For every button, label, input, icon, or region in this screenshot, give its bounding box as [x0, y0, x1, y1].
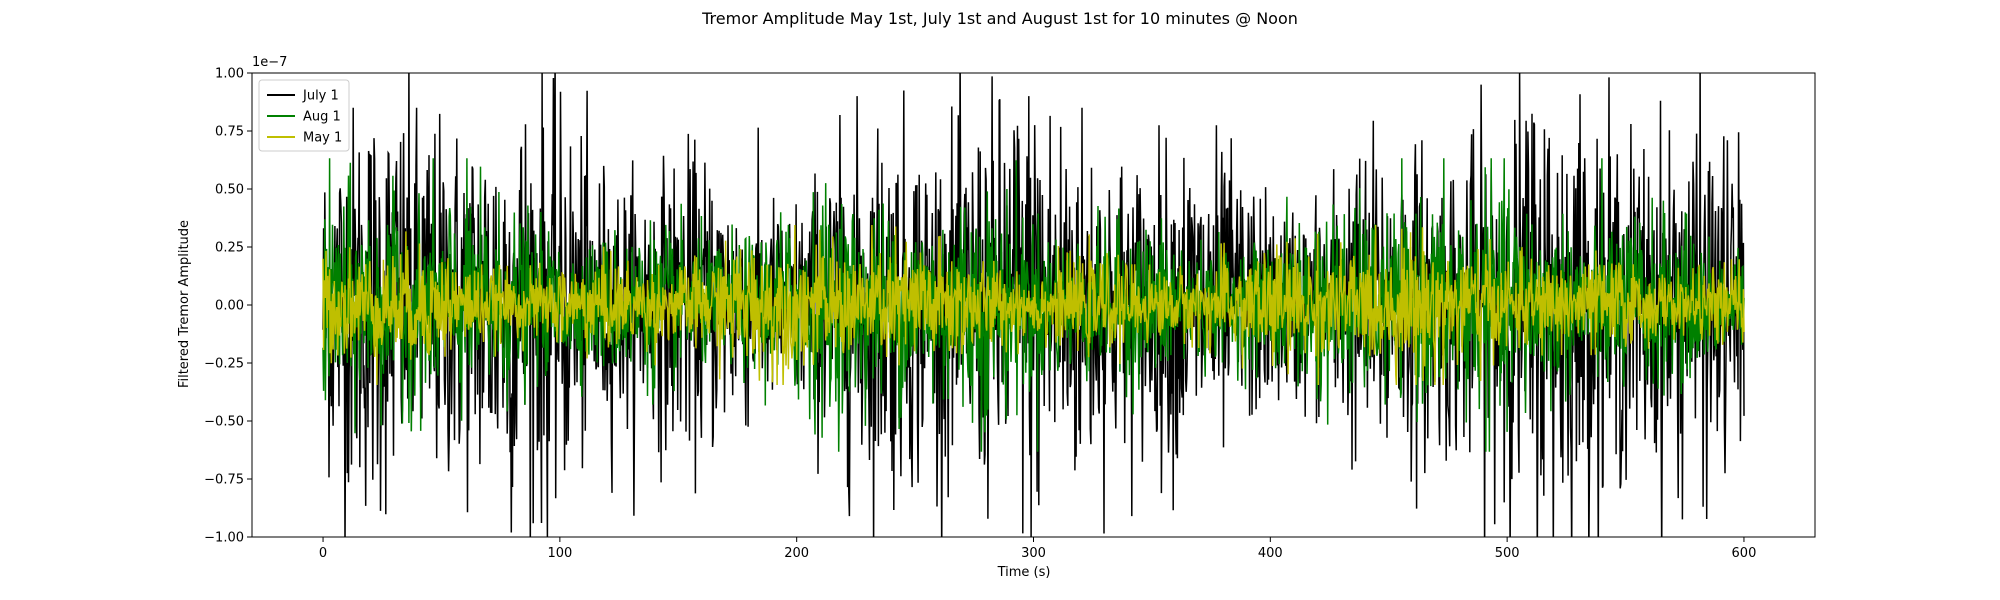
y-axis-offset-text: 1e−7 — [252, 55, 287, 70]
x-axis-label: Time (s) — [997, 565, 1051, 580]
plot-area — [322, 73, 1745, 537]
y-tick-label: 0.75 — [215, 125, 244, 140]
chart-title: Tremor Amplitude May 1st, July 1st and A… — [701, 9, 1298, 28]
y-tick-label: 0.50 — [215, 183, 244, 198]
y-tick-label: 0.25 — [215, 241, 244, 256]
x-tick-label: 0 — [319, 546, 327, 561]
x-tick-label: 300 — [1021, 546, 1046, 561]
x-tick-label: 400 — [1258, 546, 1283, 561]
axes: 0 100 200 300 400 500 600 −1.00 −0.75 −0.50 −0.25 0… — [204, 67, 1816, 561]
legend-label: July 1 — [302, 89, 339, 104]
y-tick-label: 0.00 — [215, 299, 244, 314]
legend: July 1 Aug 1 May 1 — [258, 79, 350, 152]
x-tick-label: 200 — [784, 546, 809, 561]
series-line-may-1 — [322, 224, 1745, 386]
y-tick-label: −0.25 — [204, 357, 244, 372]
y-tick-label: 1.00 — [215, 67, 244, 82]
legend-label: Aug 1 — [303, 110, 341, 125]
series-line-aug-1 — [322, 158, 1745, 452]
y-tick-label: −1.00 — [204, 531, 244, 546]
legend-box — [258, 79, 350, 152]
y-axis-label: Filtered Tremor Amplitude — [177, 220, 192, 388]
legend-label: May 1 — [303, 131, 342, 146]
x-tick-label: 100 — [547, 546, 572, 561]
x-tick-label: 500 — [1495, 546, 1520, 561]
y-tick-label: −0.75 — [204, 473, 244, 488]
y-tick-label: −0.50 — [204, 415, 244, 430]
x-tick-label: 600 — [1732, 546, 1757, 561]
